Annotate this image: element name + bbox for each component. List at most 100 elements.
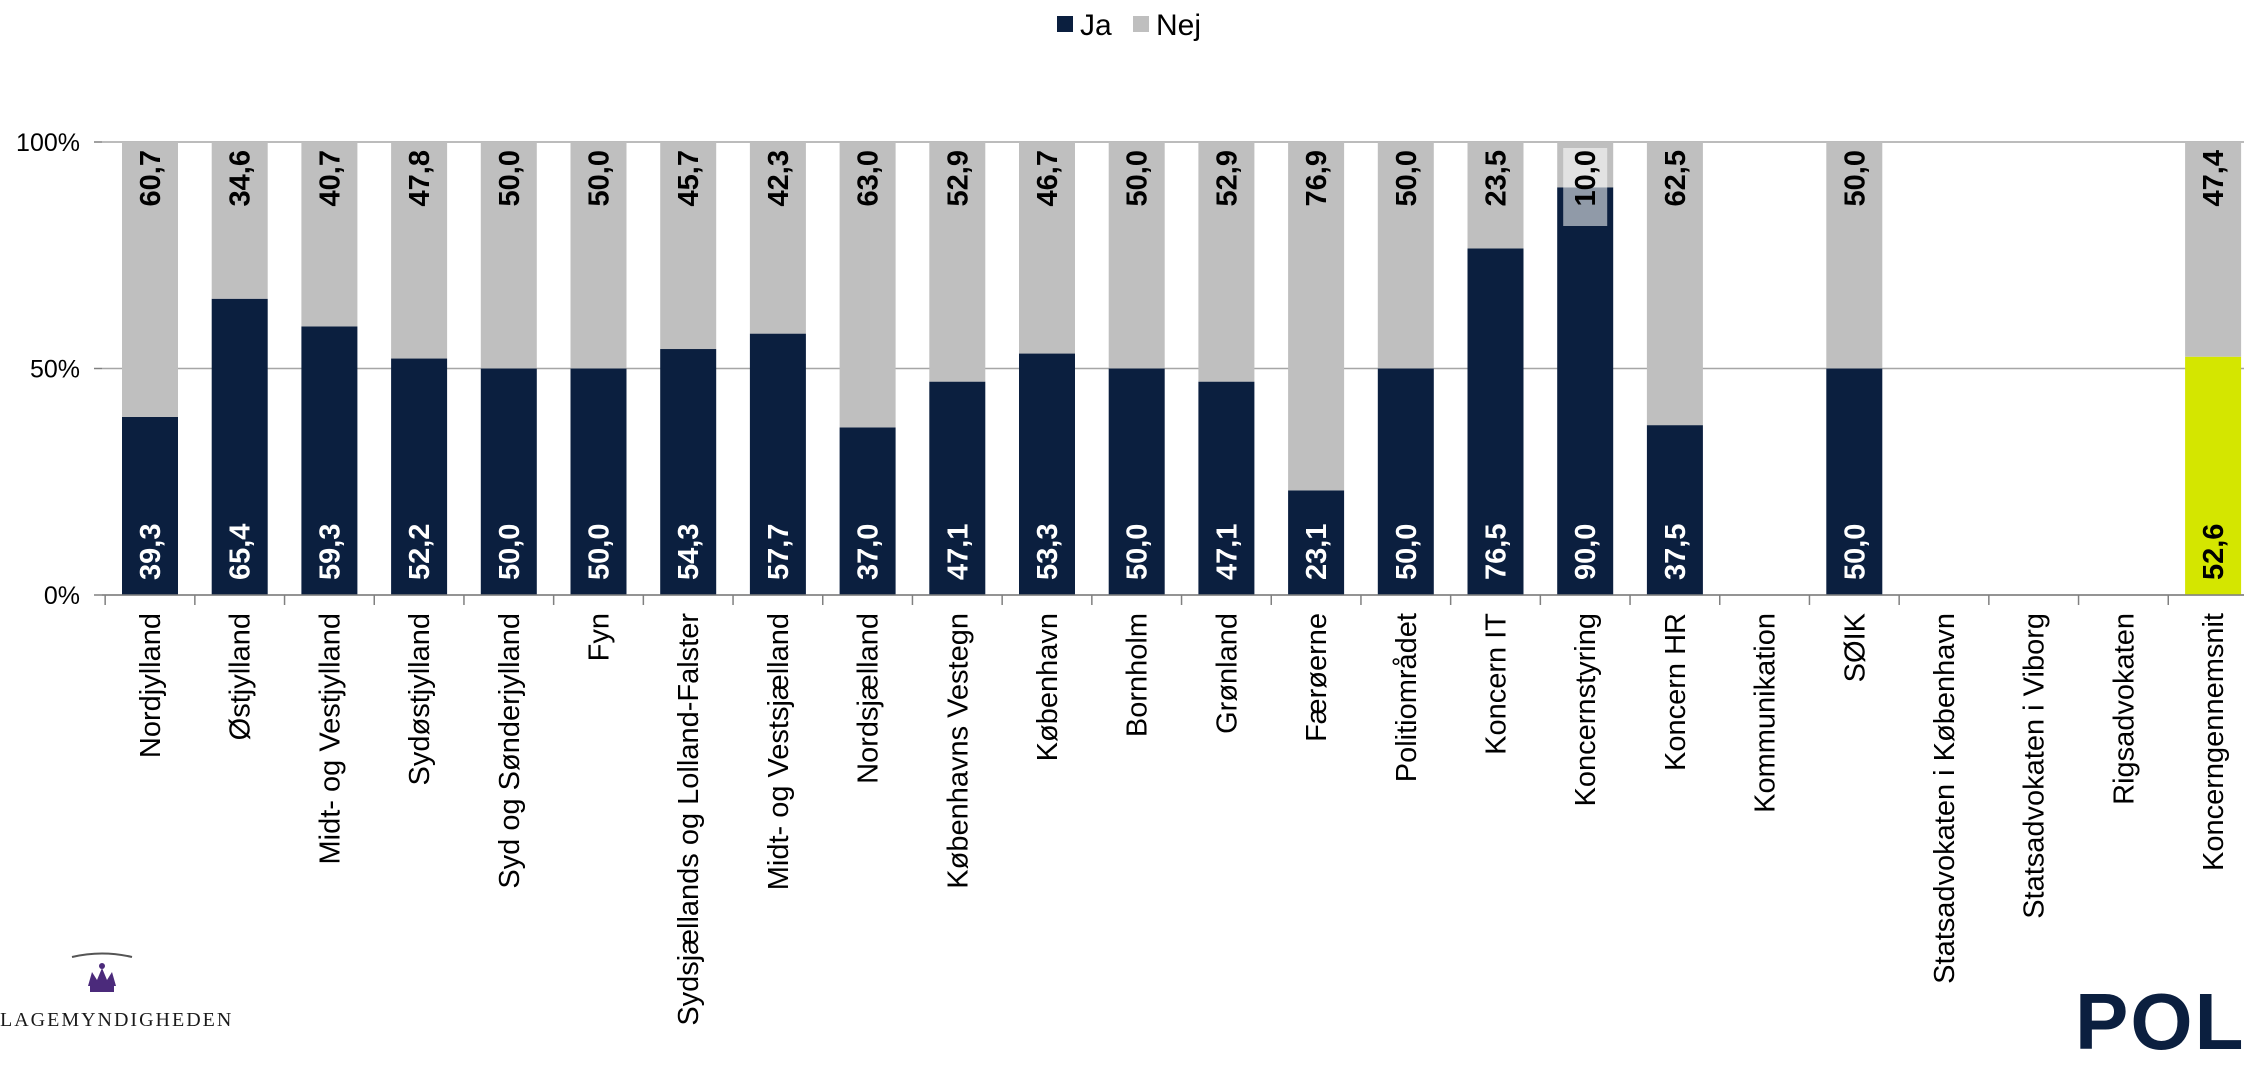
- data-label-nej-sydsjaellands-og-lolland-falster: 45,7: [673, 150, 705, 206]
- category-label-statsadvokaten-i-viborg: Statsadvokaten i Viborg: [2019, 613, 2051, 919]
- data-label-nej-gronland: 52,9: [1211, 150, 1243, 206]
- bar-nej-syd-og-sonderjylland: [480, 142, 537, 369]
- data-label-ja-nordjylland: 39,3: [135, 524, 167, 580]
- bar-nej-koncerngennemsnit: [2185, 142, 2242, 357]
- bar-nej-midt-og-vestsjaelland: [749, 142, 806, 334]
- bar-ja-midt-og-vestjylland: [301, 326, 358, 595]
- y-tick-label-0: 0%: [44, 582, 80, 610]
- data-label-nej-fyn: 50,0: [584, 150, 616, 206]
- bar-ja-sydostjylland: [391, 358, 448, 595]
- bar-ja-koncern-it: [1467, 248, 1524, 595]
- bar-nej-midt-og-vestjylland: [301, 142, 358, 327]
- category-label-ostjylland: Østjylland: [225, 613, 257, 740]
- bar-ja-koncern-hr: [1646, 425, 1703, 595]
- politi-logo-text: POLIT: [2075, 977, 2244, 1066]
- category-label-kobenhavns-vestegn: Københavns Vestegn: [942, 613, 974, 889]
- legend: Ja Nej: [1057, 9, 1201, 42]
- bars: [122, 142, 2242, 596]
- data-labels: 39,3 60,7 65,4 34,6 59,3 40,7 52,2 47,8 50,0 50,0…: [135, 148, 2230, 580]
- bar-nej-koncern-hr: [1646, 142, 1703, 426]
- bar-ja-politiomradet: [1377, 368, 1434, 595]
- bar-ja-nordsjaelland: [839, 427, 896, 595]
- data-label-ja-koncerngennemsnit: 52,6: [2198, 524, 2230, 580]
- data-label-nej-koncernstyring: 10,0: [1570, 150, 1602, 206]
- data-label-ja-politiomradet: 50,0: [1391, 524, 1423, 580]
- category-label-syd-og-sonderjylland: Syd og Sønderjylland: [494, 613, 526, 889]
- data-label-ja-sydostjylland: 52,2: [404, 524, 436, 580]
- data-label-nej-bornholm: 50,0: [1122, 150, 1154, 206]
- bar-nej-faeroerne: [1288, 142, 1345, 491]
- category-label-koncern-hr: Koncern HR: [1660, 613, 1692, 771]
- bar-nej-koncern-it: [1467, 142, 1524, 249]
- legend-label-nej: Nej: [1156, 9, 1201, 42]
- bar-nej-politiomradet: [1377, 142, 1434, 369]
- data-label-ja-gronland: 47,1: [1211, 524, 1243, 580]
- category-label-kommunikation: Kommunikation: [1750, 613, 1782, 813]
- crown-icon: [88, 963, 116, 992]
- bar-nej-bornholm: [1108, 142, 1165, 369]
- x-axis: [102, 594, 2244, 605]
- legend-swatch-ja: [1057, 16, 1073, 32]
- category-label-nordsjaelland: Nordsjælland: [853, 613, 885, 784]
- bar-ja-koncernstyring: [1557, 187, 1614, 596]
- bar-ja-faeroerne: [1288, 490, 1345, 595]
- data-label-nej-faeroerne: 76,9: [1301, 150, 1333, 206]
- bar-nej-fyn: [570, 142, 627, 369]
- bar-nej-ostjylland: [211, 142, 268, 299]
- category-label-kobenhavn: København: [1032, 613, 1064, 761]
- legend-swatch-nej: [1133, 16, 1149, 32]
- data-label-nej-nordjylland: 60,7: [135, 150, 167, 206]
- bar-ja-nordjylland: [122, 416, 178, 595]
- agency-name-text: LAGEMYNDIGHEDEN: [0, 1009, 234, 1031]
- bar-nej-gronland: [1198, 142, 1255, 382]
- category-label-politiomradet: Politiområdet: [1391, 613, 1423, 782]
- bar-nej-nordjylland: [122, 142, 178, 417]
- y-axis-tick-labels: 0% 50% 100%: [16, 129, 80, 610]
- category-label-sydsjaellands-og-lolland-falster: Sydsjællands og Lolland-Falster: [673, 613, 705, 1026]
- category-label-koncerngennemsnit: Koncerngennemsnit: [2198, 613, 2230, 871]
- bar-ja-sydsjaellands-og-lolland-falster: [660, 349, 717, 595]
- category-label-sydostjylland: Sydøstjylland: [404, 613, 436, 785]
- category-label-soik: SØIK: [1839, 612, 1871, 682]
- category-label-koncern-it: Koncern IT: [1481, 613, 1513, 755]
- bar-nej-nordsjaelland: [839, 142, 896, 428]
- data-label-ja-fyn: 50,0: [584, 524, 616, 580]
- bar-ja-koncerngennemsnit: [2185, 356, 2242, 595]
- category-label-statsadvokaten-i-kobenhavn: Statsadvokaten i København: [1929, 613, 1961, 984]
- data-label-ja-sydsjaellands-og-lolland-falster: 54,3: [673, 524, 705, 580]
- bar-nej-kobenhavn: [1019, 142, 1075, 354]
- data-label-ja-faeroerne: 23,1: [1301, 524, 1333, 580]
- bar-ja-midt-og-vestsjaelland: [749, 333, 806, 595]
- bar-nej-sydsjaellands-og-lolland-falster: [660, 142, 717, 350]
- data-label-ja-midt-og-vestjylland: 59,3: [314, 524, 346, 580]
- bar-ja-syd-og-sonderjylland: [480, 368, 537, 595]
- category-label-nordjylland: Nordjylland: [135, 613, 167, 758]
- category-label-midt-og-vestsjaelland: Midt- og Vestsjælland: [763, 613, 795, 890]
- data-label-ja-nordsjaelland: 37,0: [853, 524, 885, 580]
- category-label-bornholm: Bornholm: [1122, 613, 1154, 737]
- data-label-nej-nordsjaelland: 63,0: [853, 150, 885, 206]
- bar-ja-kobenhavns-vestegn: [929, 381, 986, 595]
- bar-nej-kobenhavns-vestegn: [929, 142, 986, 382]
- data-label-nej-sydostjylland: 47,8: [404, 150, 436, 206]
- data-label-ja-bornholm: 50,0: [1122, 524, 1154, 580]
- bar-ja-bornholm: [1108, 368, 1165, 595]
- data-label-ja-koncern-hr: 37,5: [1660, 524, 1692, 580]
- stacked-bar-chart: Ja Nej 0% 50% 100% 39,3 60,7 65,4 34,6 59,3 40,…: [16, 9, 2244, 1026]
- category-label-gronland: Grønland: [1211, 613, 1243, 734]
- data-label-ja-koncernstyring: 90,0: [1570, 524, 1602, 580]
- bar-ja-gronland: [1198, 381, 1255, 595]
- data-label-ja-ostjylland: 65,4: [225, 524, 257, 580]
- category-label-faeroerne: Færøerne: [1301, 613, 1333, 742]
- data-label-ja-midt-og-vestsjaelland: 57,7: [763, 524, 795, 580]
- bar-ja-ostjylland: [211, 298, 268, 595]
- bar-ja-soik: [1826, 368, 1883, 595]
- data-label-nej-soik: 50,0: [1839, 150, 1871, 206]
- data-label-nej-kobenhavns-vestegn: 52,9: [942, 150, 974, 206]
- data-label-nej-politiomradet: 50,0: [1391, 150, 1423, 206]
- data-label-ja-kobenhavns-vestegn: 47,1: [942, 524, 974, 580]
- data-label-ja-syd-og-sonderjylland: 50,0: [494, 524, 526, 580]
- data-label-ja-soik: 50,0: [1839, 524, 1871, 580]
- data-label-nej-midt-og-vestjylland: 40,7: [314, 150, 346, 206]
- data-label-nej-syd-og-sonderjylland: 50,0: [494, 150, 526, 206]
